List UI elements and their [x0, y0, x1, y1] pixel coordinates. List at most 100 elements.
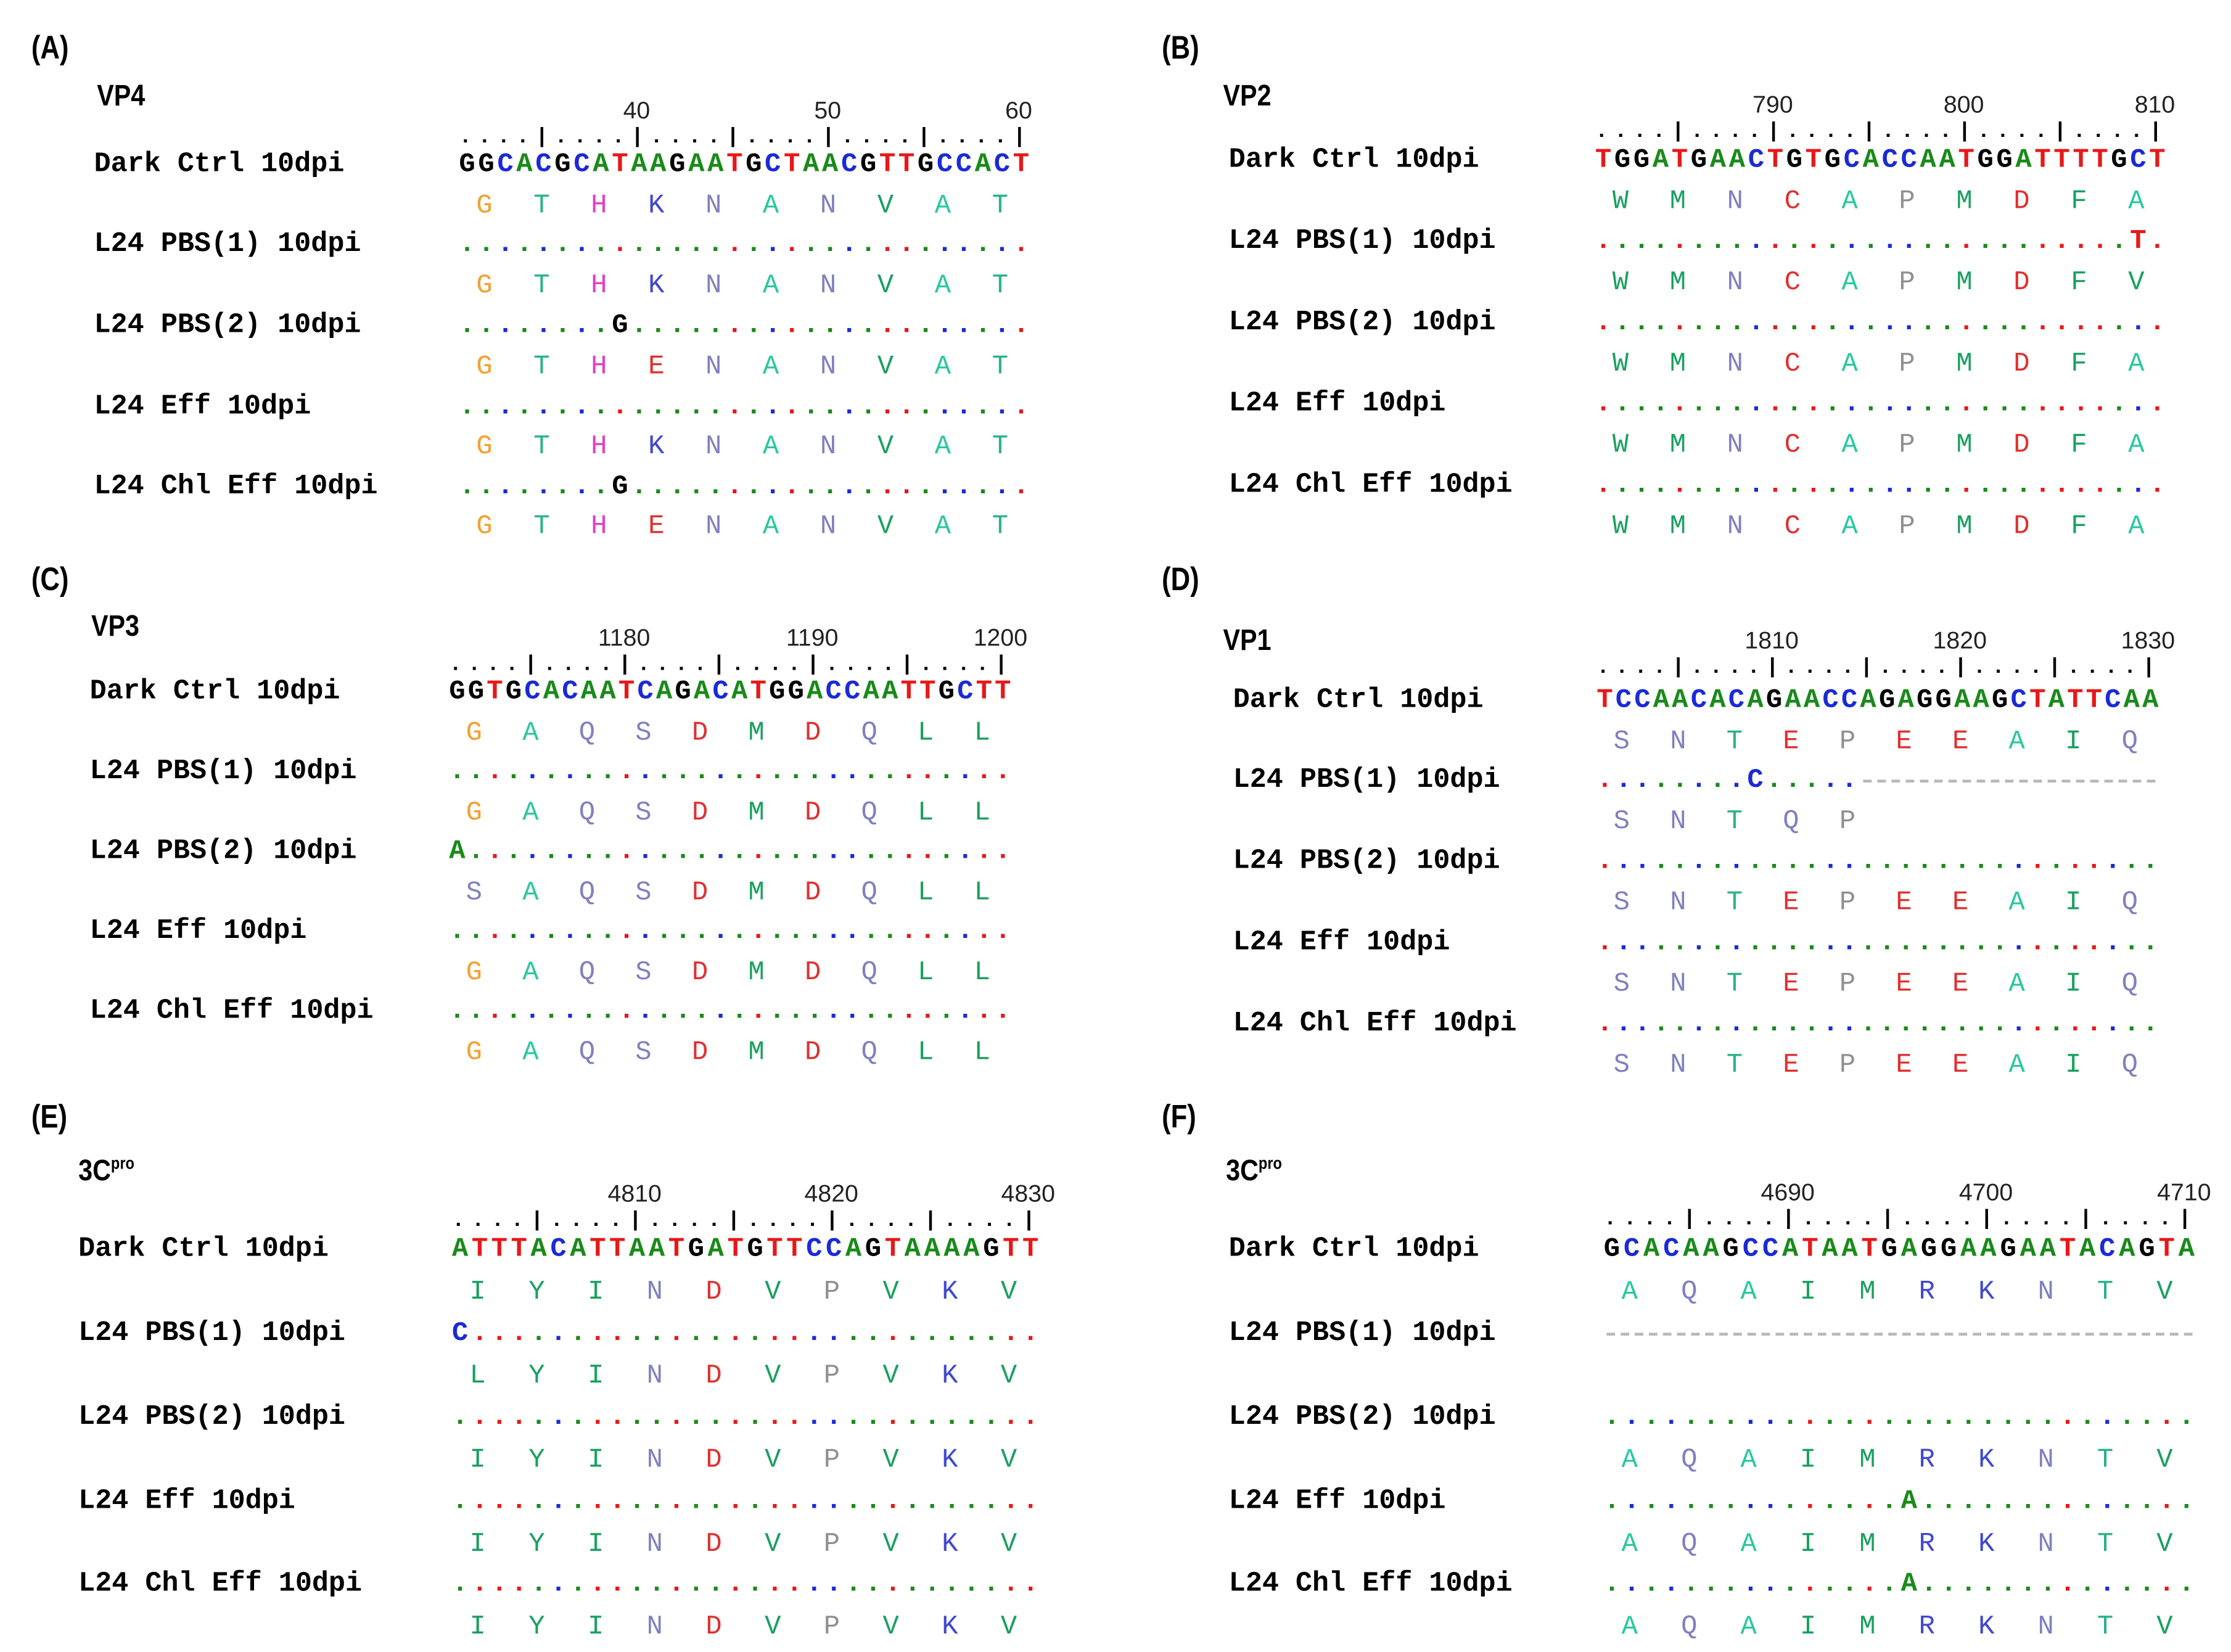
amino-acid: K	[942, 1275, 958, 1307]
amino-acid: N	[1670, 968, 1687, 1000]
amino-acid: N	[705, 189, 722, 221]
identity-dot: .	[860, 309, 877, 341]
identity-dot: .	[1595, 306, 1612, 338]
nucleotide: C	[1900, 144, 1917, 176]
identity-dot: .	[2139, 1485, 2155, 1517]
amino-acid: I	[469, 1610, 486, 1642]
nucleotide: C	[1822, 684, 1839, 716]
identity-dot: .	[2092, 225, 2108, 257]
identity-dot: .	[1709, 225, 1727, 257]
identity-dot: .	[655, 914, 673, 947]
identity-dot: .	[943, 1568, 960, 1600]
nucleotide: T	[2073, 144, 2089, 176]
identity-dot: .	[786, 1401, 803, 1433]
nucleotide: A	[1643, 1233, 1660, 1265]
identity-dot: .	[554, 309, 571, 341]
amino-acid: G	[476, 350, 493, 382]
identity-dot: .	[1728, 1008, 1745, 1040]
identity-dot: .	[1614, 469, 1631, 501]
identity-dot: .	[648, 1401, 665, 1433]
identity-dot: .	[1803, 926, 1820, 958]
identity-dot: .	[1958, 387, 1974, 419]
identity-dot: .	[2123, 845, 2140, 877]
amino-acid: C	[1784, 429, 1801, 461]
identity-dot: .	[1802, 1568, 1818, 1600]
amino-acid: L	[974, 797, 990, 828]
amino-acid: L	[918, 717, 934, 749]
nucleotide: G	[1996, 144, 2013, 176]
identity-dot: .	[1920, 387, 1936, 419]
amino-acid: S	[1613, 886, 1630, 918]
nucleotide: G	[505, 675, 522, 707]
amino-acid: N	[820, 510, 837, 542]
identity-dot: .	[750, 755, 766, 787]
identity-dot: .	[516, 470, 533, 502]
amino-acid: V	[882, 1610, 899, 1642]
nucleotide: A	[2015, 144, 2032, 176]
amino-acid: W	[1612, 348, 1629, 379]
identity-dot: .	[787, 995, 804, 1027]
amino-acid: V	[877, 350, 894, 382]
nucleotide: A	[580, 675, 598, 707]
identity-dot: .	[650, 228, 667, 260]
identity-dot: .	[2053, 387, 2070, 419]
amino-acid: E	[1896, 725, 1912, 757]
identity-dot: .	[487, 995, 503, 1027]
identity-dot: .	[865, 1317, 882, 1349]
amino-acid: V	[765, 1444, 781, 1476]
identity-dot: .	[1939, 387, 1955, 419]
amino-acid: Y	[528, 1275, 545, 1307]
identity-dot: .	[1663, 1401, 1680, 1433]
gene-name-text: VP2	[1223, 80, 1272, 113]
nucleotide: T	[1596, 684, 1613, 716]
amino-acid: V	[2156, 1610, 2173, 1642]
identity-dot: .	[1973, 1008, 1989, 1040]
gene-name-text: VP3	[91, 610, 139, 643]
identity-dot: .	[1709, 1008, 1726, 1040]
identity-dot: .	[1920, 1568, 1937, 1600]
identity-dot: .	[2105, 1008, 2121, 1040]
identity-dot: .	[487, 835, 503, 867]
identity-dot: .	[631, 228, 647, 260]
identity-dot: .	[2053, 306, 2070, 338]
identity-dot: .	[1822, 926, 1839, 958]
identity-dot: .	[1671, 306, 1688, 338]
identity-dot: .	[2029, 1008, 2046, 1040]
amino-acid: K	[648, 269, 665, 301]
identity-dot: .	[1822, 1568, 1838, 1600]
identity-dot: .	[497, 309, 514, 341]
identity-dot: .	[1615, 763, 1632, 795]
identity-dot: .	[1765, 1008, 1783, 1040]
identity-dot: .	[765, 470, 781, 502]
identity-dot: .	[675, 755, 691, 787]
identity-dot: .	[943, 1401, 960, 1433]
identity-dot: .	[860, 390, 877, 422]
amino-acid: T	[1726, 1049, 1743, 1081]
amino-acid: P	[1899, 348, 1915, 379]
nucleotide: A	[570, 1233, 586, 1265]
identity-dot: .	[1690, 469, 1707, 501]
nucleotide: C	[524, 675, 541, 707]
identity-dot: .	[1805, 469, 1822, 501]
identity-dot: .	[2111, 387, 2127, 419]
amino-acid: I	[1799, 1610, 1817, 1642]
identity-dot: .	[844, 995, 861, 1027]
identity-dot: .	[2130, 469, 2147, 501]
identity-dot: .	[471, 1317, 488, 1349]
position-tick-label: 1200	[973, 624, 1028, 652]
position-tick-label: 4810	[607, 1180, 662, 1207]
nucleotide: C	[1623, 1233, 1640, 1265]
amino-acid: G	[466, 797, 483, 828]
identity-dot: .	[2015, 387, 2032, 419]
nucleotide: C	[2105, 684, 2121, 716]
amino-acid: K	[1978, 1275, 1995, 1307]
identity-dot: .	[1765, 763, 1783, 795]
identity-dot: .	[2039, 1485, 2056, 1517]
identity-dot: .	[784, 228, 800, 260]
identity-dot: .	[1703, 1568, 1719, 1600]
identity-dot: .	[904, 1485, 921, 1517]
amino-acid: D	[691, 1036, 709, 1068]
identity-dot: .	[471, 1568, 488, 1600]
identity-dot: .	[2073, 225, 2089, 257]
identity-dot: .	[516, 390, 533, 422]
